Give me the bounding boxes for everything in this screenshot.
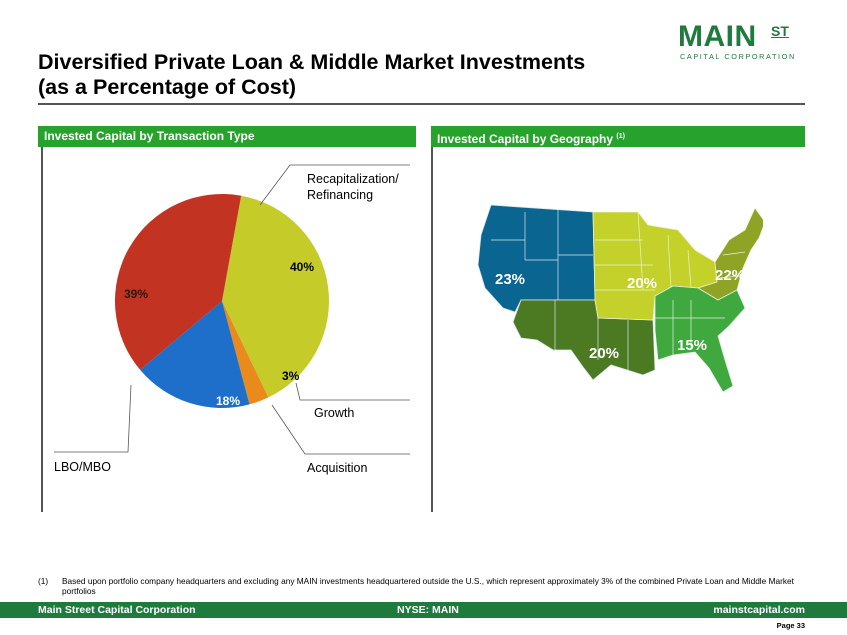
footnote-number: (1) xyxy=(38,576,49,586)
region-southwest-label: 20% xyxy=(589,345,619,362)
pie-category-label-line: Refinancing xyxy=(307,188,373,202)
section-header-geography: Invested Capital by Geography (1) xyxy=(431,126,805,147)
logo-subtitle: CAPITAL CORPORATION xyxy=(680,52,796,61)
pie-category-label: Acquisition xyxy=(307,461,367,475)
logo-st-text: ST xyxy=(771,23,789,39)
region-west-label: 23% xyxy=(495,271,525,288)
footer-website-link[interactable]: mainstcapital.com xyxy=(713,604,805,616)
page-title-line1: Diversified Private Loan & Middle Market… xyxy=(38,50,586,74)
region-southeast-label: 15% xyxy=(677,337,707,354)
section-header-transaction-type: Invested Capital by Transaction Type xyxy=(38,126,416,147)
section-header-transaction-type-label: Invested Capital by Transaction Type xyxy=(44,129,255,143)
pie-category-label-line: Growth xyxy=(314,406,354,420)
region-midwest xyxy=(592,211,718,321)
company-logo: MAIN ST CAPITAL CORPORATION xyxy=(678,22,798,64)
pie-value-label: 18% xyxy=(216,394,240,408)
transaction-type-pie-chart: 40% Recapitalization/Refinancing 3% Growth 1… xyxy=(54,164,410,475)
region-southeast-shape xyxy=(654,285,746,393)
pie-value-label: 3% xyxy=(282,369,300,383)
pie-slice-acquisition xyxy=(140,301,250,408)
pie-category-label-line: LBO/MBO xyxy=(54,460,111,474)
page-title: Diversified Private Loan & Middle Market… xyxy=(38,50,658,100)
pie-value-label: 39% xyxy=(124,287,148,301)
pie-slice-growth xyxy=(222,301,269,405)
pie-slice-lbo-mbo xyxy=(115,194,242,370)
pie-category-label: Recapitalization/Refinancing xyxy=(307,172,399,202)
footer-bar: Main Street Capital Corporation NYSE: MA… xyxy=(0,602,847,618)
footer-ticker: NYSE: MAIN xyxy=(397,604,459,616)
pie-leader-line xyxy=(295,382,410,401)
region-west xyxy=(477,204,596,313)
pie-slices xyxy=(115,194,329,408)
region-southeast xyxy=(654,285,746,393)
region-northeast xyxy=(697,207,763,301)
left-panel-border xyxy=(41,147,43,512)
pie-leader-line xyxy=(54,384,132,453)
pie-leader-line xyxy=(271,404,410,455)
region-midwest-label: 20% xyxy=(627,275,657,292)
footer-company-name: Main Street Capital Corporation xyxy=(38,604,196,616)
logo-main-text: MAIN xyxy=(678,20,757,53)
region-northeast-label: 22% xyxy=(715,267,745,284)
pie-value-label: 40% xyxy=(290,260,314,274)
right-panel-border xyxy=(431,147,433,512)
pie-labels: 40% Recapitalization/Refinancing 3% Growth 1… xyxy=(54,172,399,475)
pie-slice-recapitalization-refinancing xyxy=(222,195,329,398)
footnote-text: Based upon portfolio company headquarter… xyxy=(62,576,794,596)
title-divider xyxy=(38,103,805,105)
section-header-geography-footnote-ref: (1) xyxy=(616,133,625,140)
pie-leader-lines xyxy=(54,164,410,455)
section-header-geography-label: Invested Capital by Geography xyxy=(437,132,614,146)
pie-category-label: Growth xyxy=(314,406,354,420)
region-west-shape xyxy=(477,204,596,313)
pie-category-label-line: Acquisition xyxy=(307,461,367,475)
page-number: Page 33 xyxy=(776,621,805,630)
us-geography-map: 23% 20% 22% 20% 15% xyxy=(477,204,763,393)
pie-category-label: LBO/MBO xyxy=(54,460,111,474)
pie-category-label-line: Recapitalization/ xyxy=(307,172,399,186)
page-title-line2: (as a Percentage of Cost) xyxy=(38,75,297,99)
pie-leader-line xyxy=(259,164,410,206)
